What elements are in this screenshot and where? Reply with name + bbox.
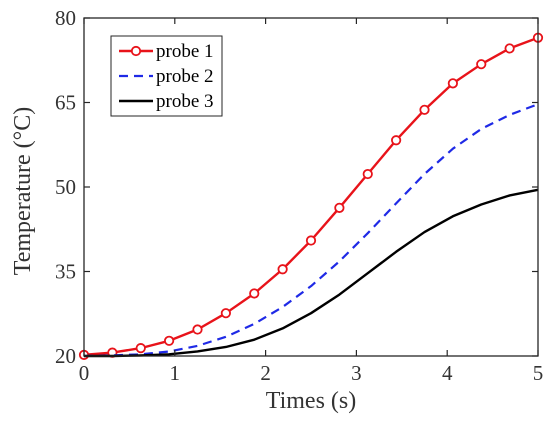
series-1-point <box>277 264 288 275</box>
plot-layer <box>78 32 544 360</box>
legend-label-1: probe 1 <box>156 41 214 62</box>
x-tick-label: 0 <box>79 361 90 385</box>
series-1-point <box>192 324 203 335</box>
series-1-point <box>362 168 373 180</box>
legend: probe 1 probe 2 probe 3 <box>110 35 223 117</box>
legend-box <box>110 35 223 117</box>
x-tick-label: 4 <box>442 361 453 385</box>
series-1-point <box>164 335 175 346</box>
series-1-point <box>135 343 146 354</box>
ticks-layer: 0 1 2 3 4 5 20 35 50 65 80 <box>55 6 543 385</box>
series-1-point <box>249 288 260 299</box>
series-line-3 <box>84 188 539 358</box>
legend-label-2: probe 2 <box>156 66 214 87</box>
series-1-point <box>419 104 430 115</box>
series-1-point <box>334 202 345 213</box>
y-tick-label: 35 <box>55 260 76 284</box>
x-tick-label: 2 <box>260 361 271 385</box>
series-1-point <box>220 308 231 319</box>
x-tick-label: 3 <box>351 361 362 385</box>
legend-marker-1 <box>130 45 142 57</box>
x-tick-label: 5 <box>533 361 544 385</box>
y-tick-label: 20 <box>55 344 76 368</box>
series-1-point <box>476 59 487 70</box>
x-tick-label: 1 <box>170 361 181 385</box>
x-axis-label: Times (s) <box>266 388 356 414</box>
series-1-point <box>447 78 458 89</box>
y-tick-label: 50 <box>55 175 76 199</box>
series-1-point <box>305 235 317 246</box>
series-1-point <box>391 135 402 146</box>
y-axis-label: Temperature (°C) <box>10 107 36 276</box>
y-tick-label: 65 <box>55 91 76 115</box>
series-1-point <box>504 43 515 54</box>
series-line-2 <box>83 103 539 358</box>
legend-label-3: probe 3 <box>156 91 214 112</box>
y-tick-label: 80 <box>55 6 76 30</box>
